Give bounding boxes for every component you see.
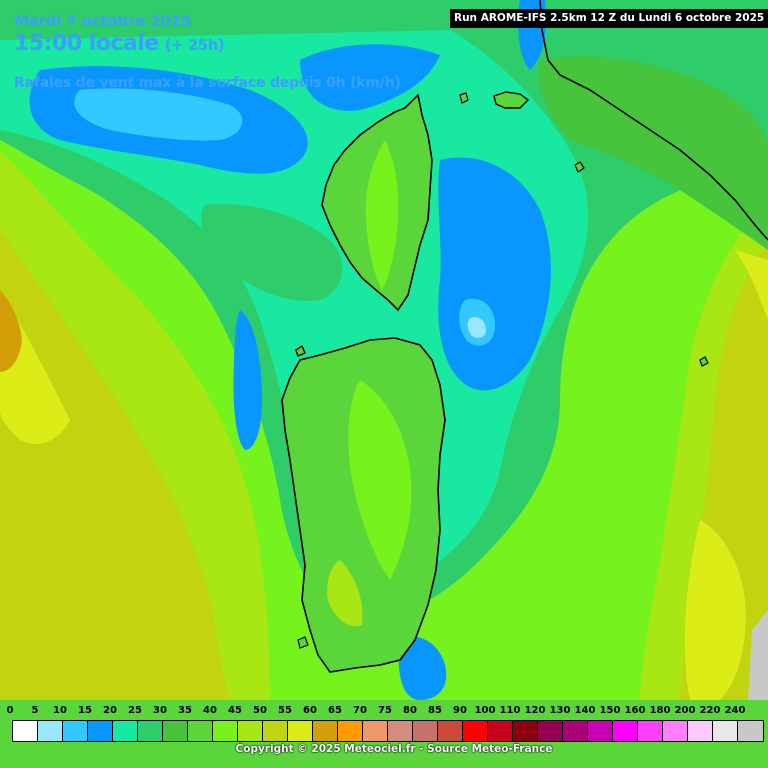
forecast-time-text: 15:00 locale	[14, 31, 159, 56]
legend-swatch	[488, 721, 513, 741]
legend-tick-label: 70	[353, 705, 367, 716]
legend-tick-label: 65	[328, 705, 342, 716]
field-blue-south-strait	[398, 636, 447, 700]
legend-swatch	[338, 721, 363, 741]
sardinia-highland-south	[327, 560, 363, 627]
legend-swatch	[713, 721, 738, 741]
legend-tick-label: 40	[203, 705, 217, 716]
legend-tick-label: 45	[228, 705, 242, 716]
legend-swatch	[238, 721, 263, 741]
legend-tick-label: 200	[674, 705, 696, 716]
legend-swatch	[213, 721, 238, 741]
legend-tick-label: 60	[303, 705, 317, 716]
legend-swatch	[313, 721, 338, 741]
run-banner: Run AROME-IFS 2.5km 12 Z du Lundi 6 octo…	[450, 9, 768, 28]
legend-swatch	[88, 721, 113, 741]
field-blue-north-center	[300, 44, 440, 111]
forecast-time: 15:00 locale (+ 25h)	[14, 31, 225, 56]
legend-swatch	[13, 721, 38, 741]
field-lightblue-north-west	[74, 88, 243, 141]
field-east-yellow	[684, 520, 746, 700]
legend-tick-label: 20	[103, 705, 117, 716]
legend-swatch	[638, 721, 663, 741]
forecast-date: Mardi 7 octobre 2025	[14, 12, 192, 30]
field-west-olive	[0, 230, 230, 700]
color-legend: 0 5 10 15 20 25 30 35 40 45 50 55 60 65 70 75 80 85 90 100 1…	[0, 700, 768, 768]
legend-swatch	[538, 721, 563, 741]
legend-swatch	[163, 721, 188, 741]
legend-swatch	[388, 721, 413, 741]
sardinia-highland	[348, 380, 412, 580]
legend-tick-label: 140	[574, 705, 596, 716]
legend-tick-label: 25	[128, 705, 142, 716]
field-east-yellow-top	[735, 250, 768, 320]
legend-swatch	[413, 721, 438, 741]
legend-swatch	[738, 721, 763, 741]
legend-swatch	[263, 721, 288, 741]
legend-swatch	[63, 721, 88, 741]
ponza-island	[699, 356, 709, 367]
parameter-title: Rafales de vent max à la surface depuis …	[14, 75, 401, 91]
legend-tick-label: 35	[178, 705, 192, 716]
legend-tick-label: 160	[624, 705, 646, 716]
legend-tick-label: 240	[724, 705, 746, 716]
forecast-offset: (+ 25h)	[164, 36, 225, 54]
legend-tick-label: 0	[6, 705, 14, 716]
legend-tick-label: 130	[549, 705, 571, 716]
legend-swatch	[663, 721, 688, 741]
field-lightblue-east-spot	[467, 317, 486, 338]
legend-tick-label: 110	[499, 705, 521, 716]
legend-tick-label: 80	[403, 705, 417, 716]
field-blue-west-strip	[233, 310, 262, 450]
legend-tick-label: 180	[649, 705, 671, 716]
legend-tick-label: 85	[428, 705, 442, 716]
sardinia-west-islet	[297, 636, 309, 649]
legend-tick-label: 120	[524, 705, 546, 716]
copyright-notice: Copyright © 2025 Meteociel.fr - Source M…	[235, 743, 553, 755]
capraia-island	[459, 92, 469, 104]
legend-ticks: 0 5 10 15 20 25 30 35 40 45 50 55 60 65 70 75 80 85 90 100 1…	[0, 705, 768, 719]
legend-swatch	[138, 721, 163, 741]
elba-island	[493, 91, 530, 109]
legend-swatch	[288, 721, 313, 741]
legend-tick-label: 10	[53, 705, 67, 716]
field-italy-green	[539, 56, 768, 250]
legend-swatch	[563, 721, 588, 741]
legend-swatch	[613, 721, 638, 741]
italy-coastline	[539, 0, 768, 241]
legend-tick-label: 100	[474, 705, 496, 716]
legend-swatch	[188, 721, 213, 741]
legend-swatch	[363, 721, 388, 741]
legend-swatch	[463, 721, 488, 741]
legend-swatch	[513, 721, 538, 741]
legend-tick-label: 75	[378, 705, 392, 716]
legend-swatch	[688, 721, 713, 741]
legend-tick-label: 15	[78, 705, 92, 716]
field-north-green-strip	[201, 204, 343, 301]
legend-swatch	[38, 721, 63, 741]
legend-tick-label: 50	[253, 705, 267, 716]
legend-swatch	[113, 721, 138, 741]
field-east-grey	[748, 610, 768, 700]
france-coast-fragment	[295, 344, 306, 357]
legend-bar	[12, 720, 764, 742]
corsica-highland	[365, 140, 399, 290]
legend-tick-label: 5	[31, 705, 39, 716]
legend-swatch	[438, 721, 463, 741]
legend-tick-label: 55	[278, 705, 292, 716]
legend-tick-label: 30	[153, 705, 167, 716]
field-west-orange	[0, 290, 22, 372]
giglio-island	[574, 161, 585, 173]
legend-tick-label: 220	[699, 705, 721, 716]
legend-swatch	[588, 721, 613, 741]
legend-tick-label: 90	[453, 705, 467, 716]
legend-tick-label: 150	[599, 705, 621, 716]
